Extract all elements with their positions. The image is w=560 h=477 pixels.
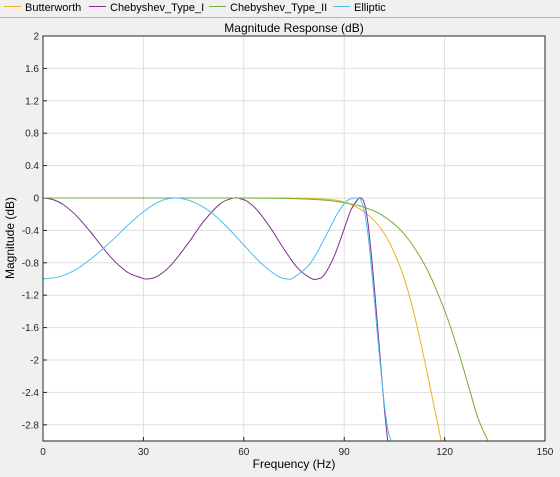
legend-label-chebyshev1[interactable]: Chebyshev_Type_I <box>110 2 205 14</box>
y-tick-label: -2 <box>30 356 39 367</box>
legend-label-chebyshev2[interactable]: Chebyshev_Type_II <box>230 2 328 14</box>
series-line-elliptic[interactable] <box>43 197 392 441</box>
legend-label-elliptic[interactable]: Elliptic <box>354 2 386 14</box>
y-axis-label: Magnitude (dB) <box>3 197 17 279</box>
x-tick-label: 120 <box>436 447 453 458</box>
x-tick-label: 30 <box>138 447 150 458</box>
x-tick-label: 90 <box>339 447 351 458</box>
x-axis-label: Frequency (Hz) <box>253 457 336 471</box>
y-tick-label: -1.6 <box>22 323 40 334</box>
y-tick-label: 1.6 <box>25 64 39 75</box>
legend-bar: Butterworth Chebyshev_Type_I Chebyshev_T… <box>0 0 560 18</box>
y-tick-label: -2.8 <box>22 420 40 431</box>
x-tick-label: 150 <box>537 447 554 458</box>
y-tick-label: -1.2 <box>22 291 40 302</box>
series-line-chebyshev-type-i[interactable] <box>43 197 389 441</box>
x-tick-label: 0 <box>40 447 46 458</box>
legend-swatch-butterworth <box>4 6 21 7</box>
y-tick-label: -2.4 <box>22 388 40 399</box>
legend-label-butterworth[interactable]: Butterworth <box>25 2 82 14</box>
y-tick-label: 1.2 <box>25 96 39 107</box>
x-tick-label: 60 <box>238 447 250 458</box>
axis-ticks: 0 30 60 90 120 150 2 1.6 1.2 0.8 0.4 0 -0.4 -0.8 -1.2 -… <box>22 32 554 459</box>
grid-lines <box>42 35 546 441</box>
plot-area[interactable] <box>42 35 546 442</box>
chart-title: Magnitude Response (dB) <box>224 21 363 35</box>
series-line-chebyshev-type-ii[interactable] <box>43 197 489 441</box>
plot-frame <box>42 35 546 442</box>
y-tick-label: -0.8 <box>22 258 40 269</box>
series-lines <box>43 197 489 441</box>
y-tick-label: 0 <box>33 194 39 205</box>
legend-swatch-chebyshev1 <box>89 6 106 7</box>
y-tick-label: 0.4 <box>25 161 39 172</box>
y-tick-label: 0.8 <box>25 129 39 140</box>
legend-swatch-chebyshev2 <box>209 6 226 7</box>
y-tick-label: 2 <box>33 32 39 43</box>
legend-swatch-elliptic <box>333 6 350 7</box>
y-tick-label: -0.4 <box>22 226 40 237</box>
